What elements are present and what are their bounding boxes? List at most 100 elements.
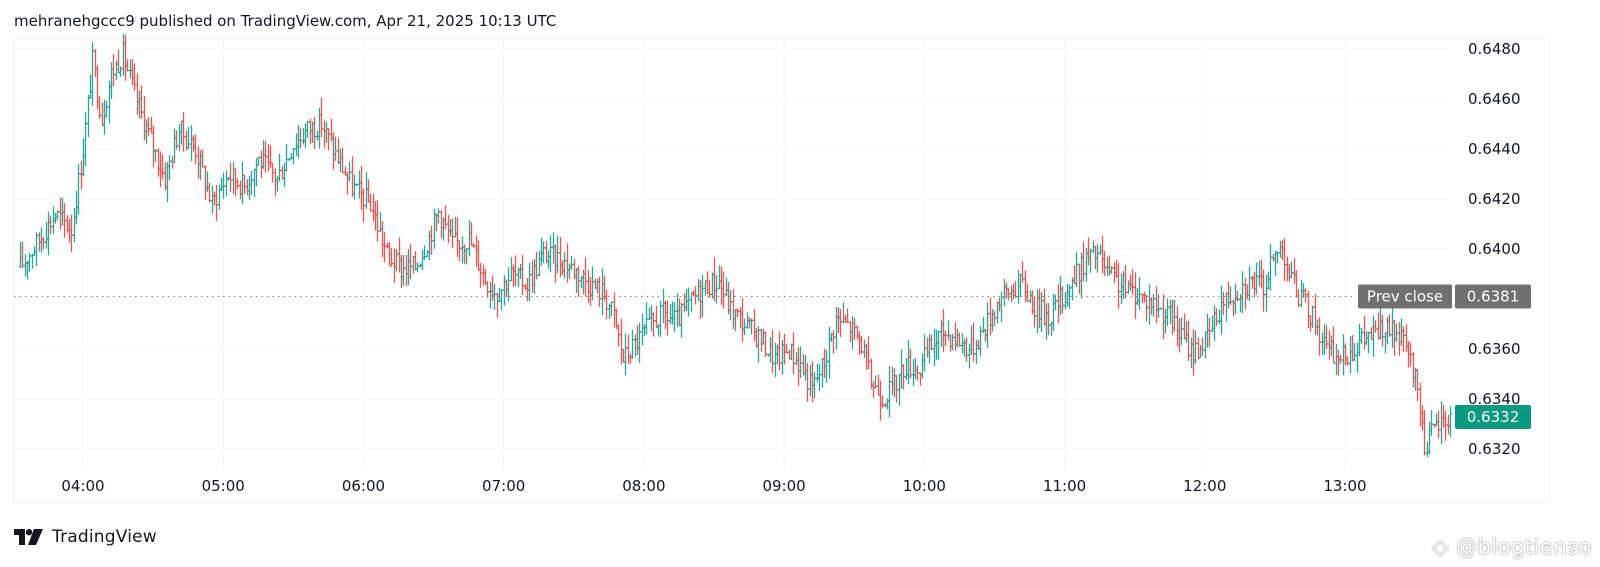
ohlc-bar xyxy=(422,245,427,260)
ohlc-bar xyxy=(941,309,946,352)
ohlc-bar xyxy=(392,248,397,283)
ohlc-bar xyxy=(72,207,77,243)
ohlc-bar xyxy=(1175,305,1180,347)
ohlc-bar xyxy=(845,308,850,323)
ohlc-bar xyxy=(668,304,673,325)
ohlc-bar xyxy=(609,301,614,317)
ohlc-bar xyxy=(242,174,247,194)
ohlc-bar xyxy=(859,335,864,354)
ohlc-bar xyxy=(1102,250,1107,276)
ohlc-bar xyxy=(90,42,95,106)
ohlc-bar xyxy=(1313,294,1318,335)
ohlc-bar xyxy=(121,33,126,76)
ohlc-bar xyxy=(1348,336,1353,374)
ohlc-bar xyxy=(1261,269,1266,312)
ohlc-bar xyxy=(1182,313,1187,340)
ohlc-bar xyxy=(569,255,574,271)
ohlc-bar xyxy=(616,324,621,347)
chart-frame xyxy=(13,38,1550,504)
time-axis[interactable]: 04:00 05:00 06:00 07:00 08:00 09:00 10:00 11:00… xyxy=(61,477,1366,495)
ohlc-bar xyxy=(857,331,862,356)
ohlc-bar xyxy=(532,259,537,294)
ohlc-bar xyxy=(649,305,654,331)
ohlc-bar xyxy=(642,323,647,337)
ohlc-bar xyxy=(259,150,264,178)
ohlc-bar xyxy=(1060,286,1065,314)
ohlc-bar xyxy=(1151,293,1156,317)
ohlc-bar xyxy=(815,363,820,382)
ohlc-bar xyxy=(1299,279,1304,307)
ohlc-bar xyxy=(1292,258,1297,284)
ohlc-bar xyxy=(347,162,352,182)
price-axis[interactable]: 0.6480 0.6460 0.6440 0.6420 0.6400 0.6360 0.63… xyxy=(1468,40,1521,458)
ohlc-bar xyxy=(1056,284,1061,324)
ohlc-bar xyxy=(123,34,128,81)
ohlc-bar xyxy=(1387,314,1392,337)
ohlc-bar xyxy=(247,175,252,200)
ohlc-bar xyxy=(296,125,301,158)
ohlc-bar xyxy=(1373,320,1378,333)
ohlc-bar xyxy=(450,218,455,249)
ohlc-bar xyxy=(586,269,591,303)
ohlc-bar xyxy=(696,279,701,302)
time-tick-label: 10:00 xyxy=(903,477,946,495)
grid xyxy=(14,40,1450,470)
ohlc-bar xyxy=(1217,309,1222,325)
ohlc-bar xyxy=(576,265,581,297)
ohlc-bar xyxy=(336,137,341,165)
ohlc-bar xyxy=(1002,278,1007,307)
ohlc-bar xyxy=(172,128,177,164)
ohlc-bar xyxy=(1250,275,1255,290)
ohlc-bar xyxy=(132,63,137,92)
ohlc-bar xyxy=(530,260,535,293)
ohlc-bar xyxy=(277,153,282,182)
ohlc-bar xyxy=(128,59,133,79)
ohlc-bar xyxy=(1020,260,1025,283)
ohlc-bar xyxy=(796,347,801,387)
ohlc-bar xyxy=(130,59,135,86)
ohlc-bar xyxy=(1231,299,1236,317)
ohlc-bar xyxy=(1245,284,1250,300)
ohlc-bar xyxy=(149,117,154,134)
ohlc-bar xyxy=(425,250,430,258)
ohlc-bar xyxy=(240,161,245,205)
ohlc-bar xyxy=(1123,265,1128,299)
ohlc-bar xyxy=(210,185,215,214)
ohlc-bar xyxy=(1285,256,1290,282)
prev-close-label: Prev close xyxy=(1367,288,1443,306)
ohlc-bar xyxy=(233,168,238,197)
ohlc-bar xyxy=(18,241,23,268)
ohlc-bar xyxy=(1310,305,1315,328)
ohlc-bar xyxy=(679,302,684,338)
ohlc-bar xyxy=(820,358,825,388)
ohlc-bar xyxy=(273,168,278,197)
ohlc-bar xyxy=(224,170,229,196)
ohlc-bar xyxy=(1441,404,1446,428)
ohlc-bar xyxy=(1065,283,1070,307)
ohlc-bar xyxy=(1259,259,1264,289)
ohlc-bar xyxy=(1051,293,1056,331)
ohlc-bar xyxy=(1254,262,1259,295)
ohlc-bar xyxy=(1154,286,1159,324)
ohlc-bar xyxy=(1037,288,1042,329)
ohlc-bar xyxy=(1401,326,1406,352)
ohlc-bar xyxy=(116,49,121,74)
ohlc-bar xyxy=(165,161,170,203)
ohlc-bar xyxy=(689,292,694,312)
ohlc-bar xyxy=(1193,330,1198,364)
ohlc-bar xyxy=(399,255,404,289)
ohlc-bar xyxy=(932,328,937,367)
ohlc-bar xyxy=(597,276,602,307)
ohlc-bar xyxy=(939,319,944,347)
ohlc-bar xyxy=(357,170,362,199)
ohlc-bar xyxy=(104,100,109,118)
ohlc-bar xyxy=(1359,327,1364,345)
ohlc-bar xyxy=(1411,352,1416,388)
ohlc-bar xyxy=(574,267,579,293)
ohlc-bar xyxy=(733,308,738,332)
ohlc-bar xyxy=(86,94,91,138)
ohlc-bar xyxy=(467,220,472,257)
ohlc-bar xyxy=(109,62,114,99)
